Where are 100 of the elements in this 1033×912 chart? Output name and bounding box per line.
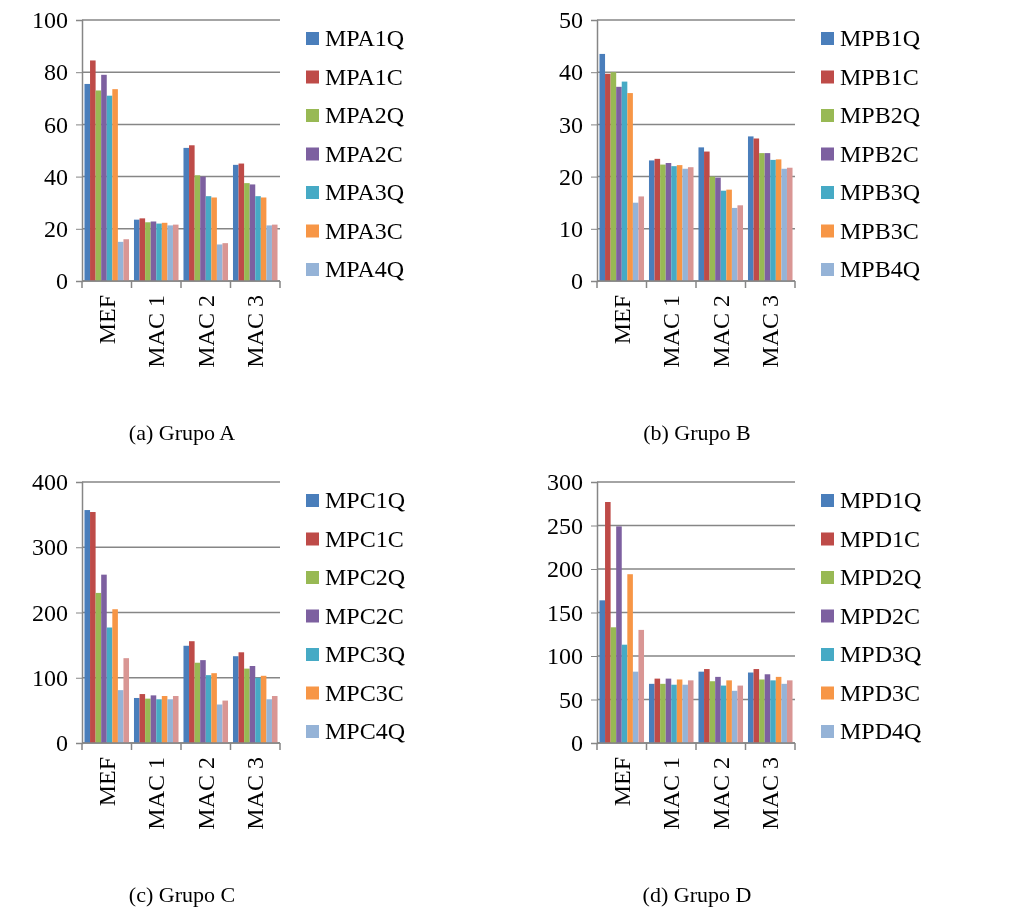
x-tick-label: MAC 1: [143, 757, 170, 830]
bar: [737, 205, 744, 281]
bar: [101, 574, 107, 743]
bar: [687, 167, 694, 281]
x-tick-label: MAC 2: [192, 295, 219, 368]
x-tick-label: MEF: [608, 757, 635, 807]
bar: [172, 696, 179, 743]
bar: [715, 177, 721, 281]
bar: [211, 197, 217, 281]
bar: [189, 145, 195, 281]
legend-label: MPA1C: [325, 63, 403, 90]
x-tick-label: MAC 1: [143, 295, 170, 368]
bar: [648, 683, 655, 743]
bar: [123, 239, 130, 281]
x-tick-label: MAC 3: [242, 295, 269, 368]
bar: [84, 510, 91, 743]
y-tick-label: 30: [559, 111, 583, 138]
y-tick-label: 20: [559, 163, 583, 190]
bar: [222, 243, 229, 281]
bar: [704, 669, 710, 743]
bar: [255, 196, 261, 281]
legend-label: MPA3C: [325, 217, 403, 244]
bar: [222, 700, 229, 743]
legend-label: MPC3C: [325, 679, 404, 706]
bar: [145, 698, 151, 743]
legend-label: MPB3C: [840, 217, 919, 244]
bar: [715, 676, 721, 743]
bar: [95, 90, 102, 281]
bar: [687, 680, 694, 743]
bar: [682, 168, 688, 281]
bar: [101, 74, 107, 281]
legend-label: MPC1Q: [325, 487, 406, 513]
bar: [704, 151, 710, 281]
bar: [627, 574, 633, 743]
legend-label: MPB2C: [840, 140, 919, 167]
bar: [211, 673, 217, 743]
bar: [183, 147, 190, 281]
x-tick-label: MAC 2: [192, 757, 219, 830]
legend-label: MPB2Q: [840, 102, 921, 128]
y-tick-label: 0: [56, 268, 68, 295]
bar: [255, 677, 261, 743]
bar: [698, 147, 705, 281]
bar: [156, 223, 162, 281]
bar: [266, 225, 272, 281]
bar: [244, 183, 250, 281]
y-tick-label: 250: [547, 512, 583, 539]
bar: [133, 219, 140, 281]
y-tick-label: 150: [547, 599, 583, 626]
bar: [759, 153, 765, 281]
bar: [90, 512, 96, 743]
legend-label: MPA3Q: [325, 179, 405, 205]
bar: [682, 684, 688, 743]
bar: [145, 222, 151, 281]
bar: [244, 668, 250, 743]
bar: [123, 658, 130, 743]
bar: [133, 697, 140, 743]
bar: [786, 167, 793, 281]
x-tick-label: MAC 3: [757, 757, 784, 830]
bar: [726, 680, 732, 743]
y-tick-label: 200: [32, 599, 68, 626]
bar: [605, 73, 611, 281]
x-tick-label: MEF: [93, 295, 120, 345]
text: (b) Grupo B: [643, 420, 751, 445]
bar: [271, 696, 278, 743]
bar: [189, 641, 195, 743]
legend-label: MPD2C: [840, 602, 921, 629]
legend-label: MPB3Q: [840, 179, 921, 205]
x-tick-label: MAC 2: [707, 757, 734, 830]
legend-label: MPD3C: [840, 679, 921, 706]
y-tick-label: 20: [44, 215, 68, 242]
bar: [84, 83, 91, 281]
y-tick-label: 60: [44, 111, 68, 138]
bar: [726, 189, 732, 281]
legend-label: MPC1C: [325, 525, 404, 552]
y-tick-label: 200: [547, 556, 583, 583]
bar: [671, 166, 677, 281]
legend-label: MPA2C: [325, 140, 403, 167]
bar: [638, 629, 645, 743]
legend-label: MPC3Q: [325, 641, 406, 667]
bar: [605, 502, 611, 743]
y-tick-label: 50: [559, 686, 583, 713]
bar: [616, 86, 622, 281]
bar: [599, 53, 606, 281]
bar: [781, 168, 787, 281]
bar: [648, 160, 655, 281]
bar: [671, 684, 677, 743]
x-tick-label: MEF: [608, 295, 635, 345]
y-tick-label: 100: [32, 7, 68, 34]
legend-label: MPC2Q: [325, 564, 406, 590]
y-tick-label: 100: [32, 664, 68, 691]
y-tick-label: 300: [32, 534, 68, 561]
legend-label: MPD1Q: [840, 487, 922, 513]
bar: [200, 660, 206, 743]
y-tick-label: 100: [547, 643, 583, 670]
y-tick-label: 0: [571, 730, 583, 757]
bar: [781, 683, 787, 743]
bar: [747, 136, 754, 281]
x-tick-label: MAC 1: [658, 295, 685, 368]
bar: [232, 656, 239, 743]
bar: [112, 609, 118, 743]
